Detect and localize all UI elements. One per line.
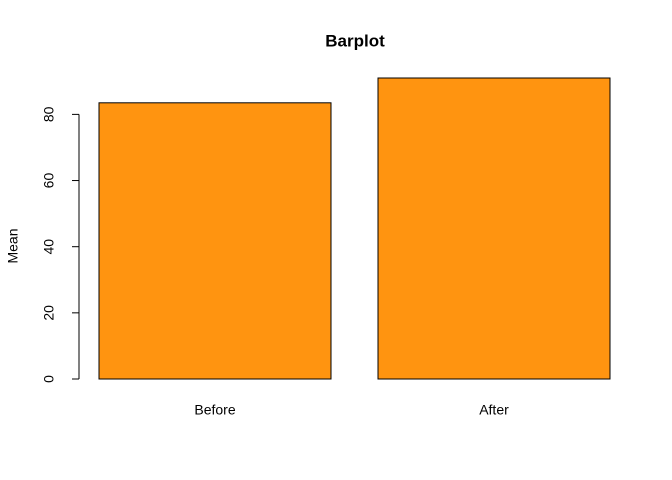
y-tick-label: 20 (41, 305, 57, 321)
y-tick-label: 80 (41, 106, 57, 122)
y-tick-label: 40 (41, 239, 57, 255)
bar (98, 102, 332, 380)
y-axis-label: Mean (5, 228, 21, 263)
x-tick-label: After (479, 402, 509, 418)
bar (377, 77, 611, 380)
chart-title: Barplot (325, 31, 385, 50)
y-tick-label: 0 (41, 375, 57, 383)
y-tick-label: 60 (41, 173, 57, 189)
x-tick-label: Before (194, 402, 235, 418)
